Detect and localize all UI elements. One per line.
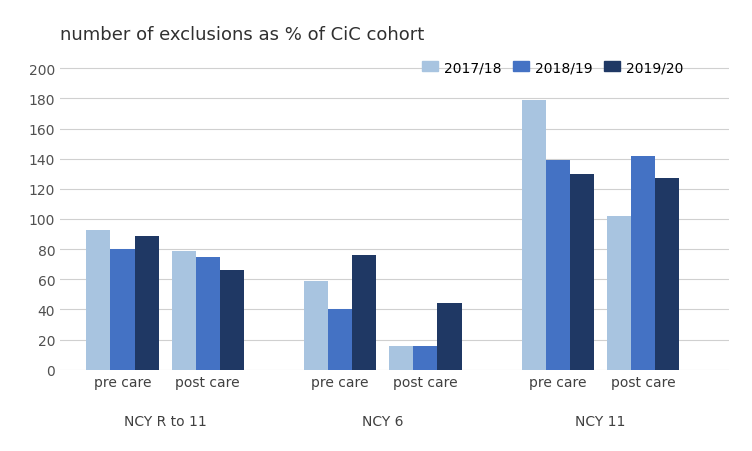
Text: NCY R to 11: NCY R to 11 [124,414,207,428]
Bar [655,179,679,370]
Bar [414,346,438,370]
Bar [522,101,546,370]
Bar [196,257,220,370]
Bar [390,346,414,370]
Bar [607,216,631,370]
Text: NCY 11: NCY 11 [575,414,626,428]
Bar [546,161,570,370]
Text: number of exclusions as % of CiC cohort: number of exclusions as % of CiC cohort [60,26,424,44]
Bar [438,304,462,370]
Bar [631,156,655,370]
Bar [86,230,111,370]
Bar [135,236,159,370]
Bar [304,281,328,370]
Bar [352,256,376,370]
Text: NCY 6: NCY 6 [362,414,404,428]
Bar [328,310,352,370]
Bar [220,271,244,370]
Legend: 2017/18, 2018/19, 2019/20: 2017/18, 2018/19, 2019/20 [422,61,684,75]
Bar [570,175,594,370]
Bar [111,249,135,370]
Bar [171,251,196,370]
